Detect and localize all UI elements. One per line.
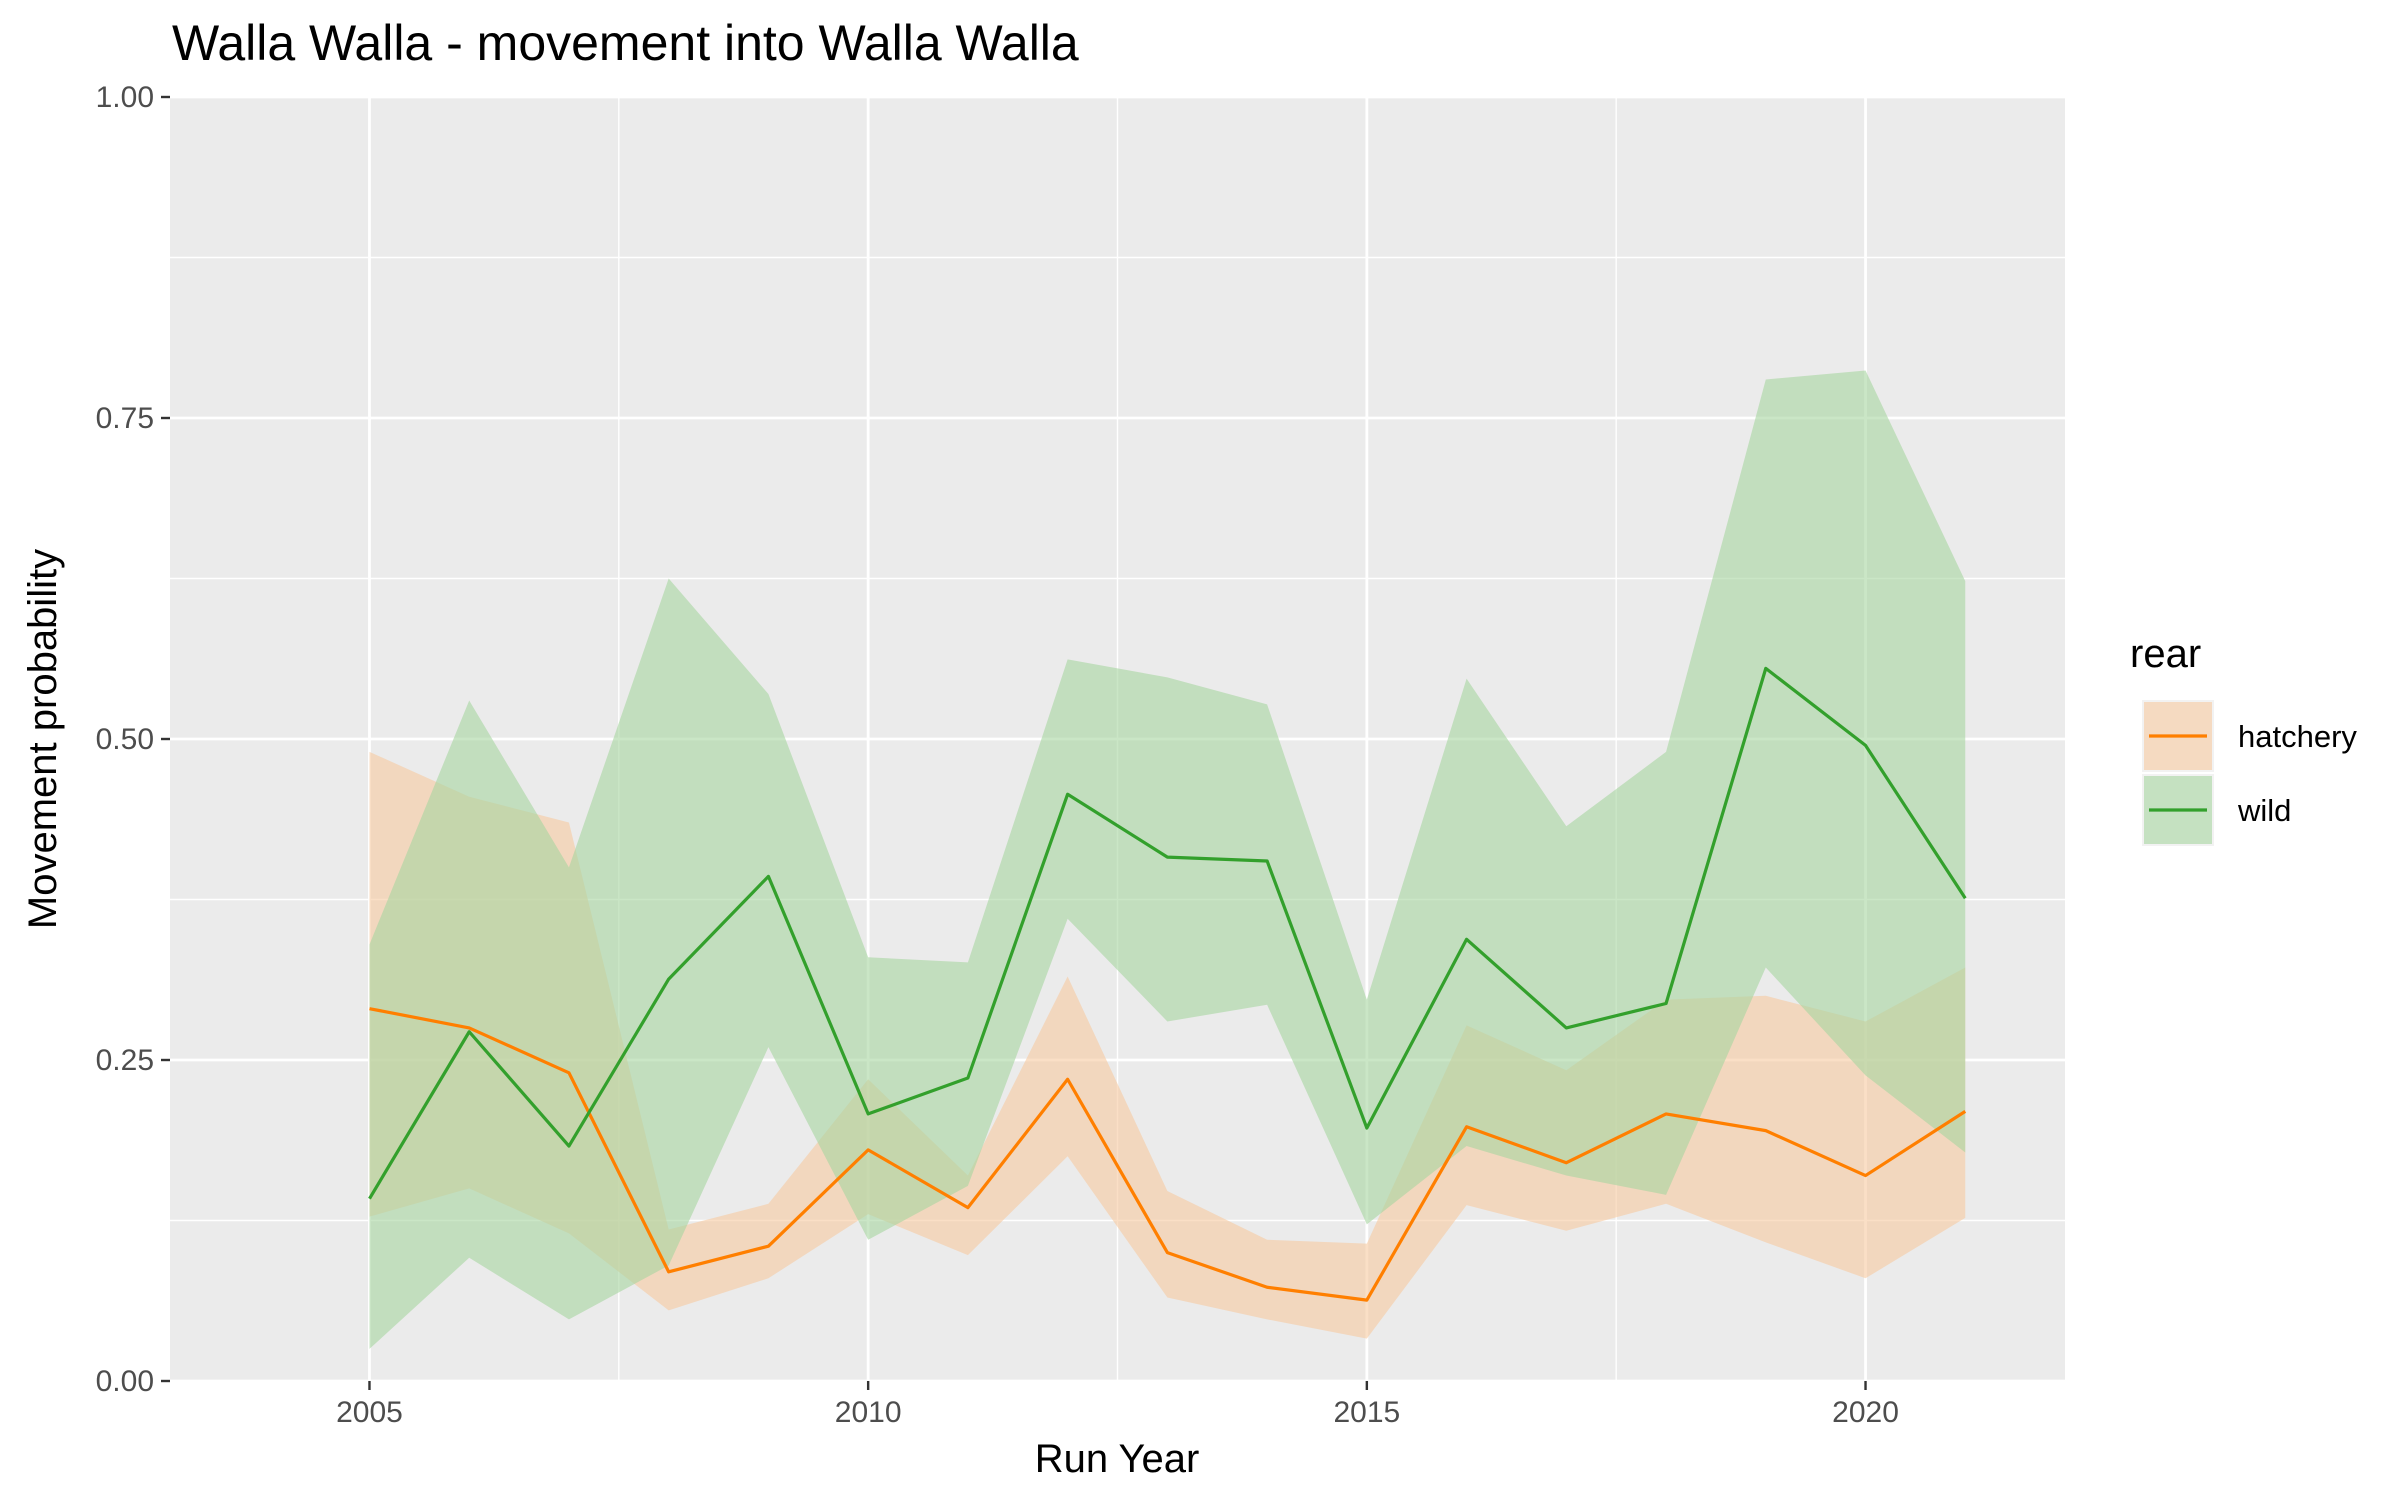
y-tick-label: 0.50 [96, 723, 154, 756]
y-axis-title: Movement probability [21, 549, 65, 929]
x-tick-label: 2005 [336, 1396, 403, 1429]
y-tick-label: 1.00 [96, 81, 154, 114]
x-axis: 2005 2010 2015 2020 [336, 1381, 1899, 1429]
y-axis: 0.00 0.25 0.50 0.75 1.00 [96, 81, 170, 1398]
wild-line [368, 666, 1967, 1200]
x-tick-label: 2015 [1333, 1396, 1400, 1429]
confidence-ribbons [369, 370, 1966, 1349]
y-tick-label: 0.00 [96, 1365, 154, 1398]
x-tick-label: 2010 [835, 1396, 902, 1429]
series-lines [368, 666, 1967, 1302]
x-axis-title: Run Year [1035, 1437, 1200, 1481]
y-tick-label: 0.25 [96, 1044, 154, 1077]
hatchery-line [369, 1007, 1967, 1302]
hatchery-legend-label: hatchery [2238, 719, 2357, 754]
legend: rear hatchery wild [2130, 632, 2357, 846]
legend-title: rear [2130, 632, 2201, 676]
hatchery-ribbon [369, 751, 1966, 1339]
wild-ribbon [369, 370, 1966, 1349]
x-tick-label: 2020 [1832, 1396, 1899, 1429]
wild-legend-label: wild [2237, 793, 2291, 828]
chart-title: Walla Walla - movement into Walla Walla [172, 15, 1079, 71]
y-tick-label: 0.75 [96, 402, 154, 435]
